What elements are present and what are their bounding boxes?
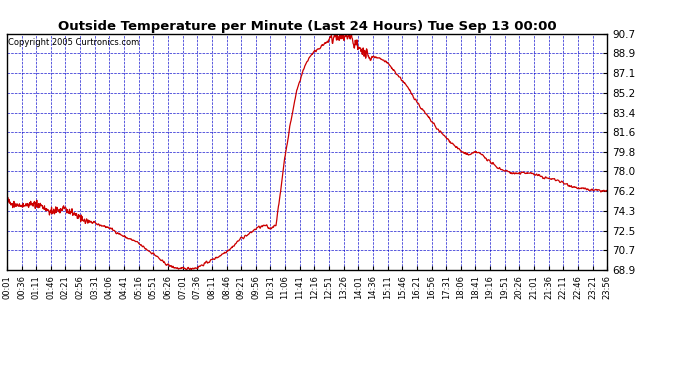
Text: Copyright 2005 Curtronics.com: Copyright 2005 Curtronics.com	[8, 39, 139, 48]
Title: Outside Temperature per Minute (Last 24 Hours) Tue Sep 13 00:00: Outside Temperature per Minute (Last 24 …	[58, 20, 556, 33]
